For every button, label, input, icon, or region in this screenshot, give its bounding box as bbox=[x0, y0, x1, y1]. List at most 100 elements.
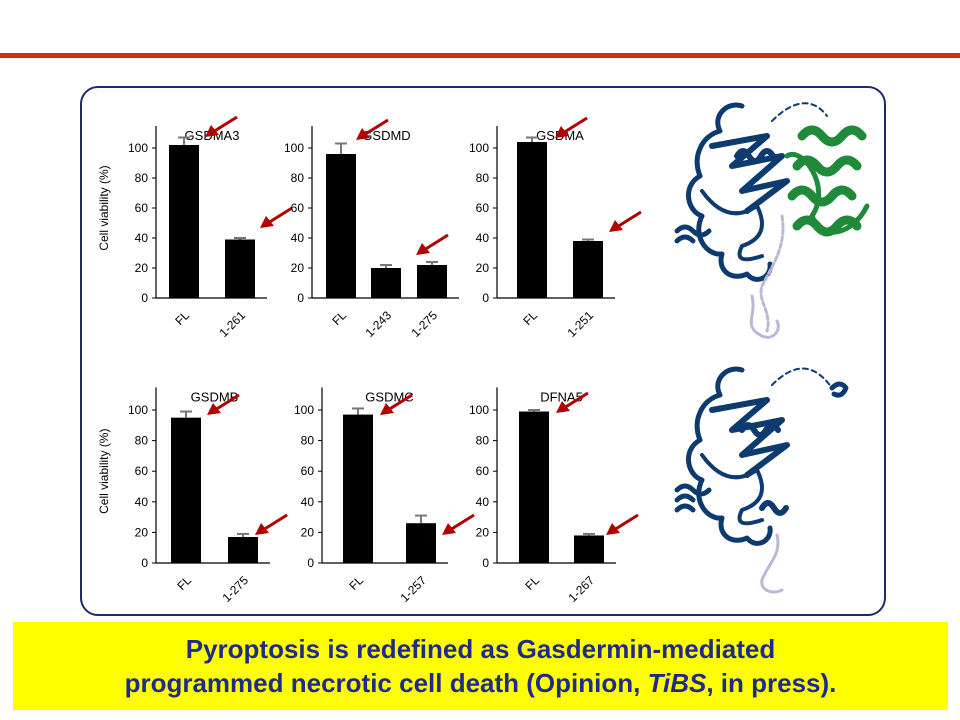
arrow-head bbox=[442, 523, 456, 535]
bar bbox=[228, 536, 258, 563]
arrow-shaft bbox=[616, 210, 642, 229]
y-tick-label: 80 bbox=[291, 171, 305, 185]
bar bbox=[343, 414, 373, 563]
bar bbox=[519, 411, 549, 563]
y-tick-label: 60 bbox=[476, 201, 490, 215]
x-tick-label: 1-257 bbox=[398, 573, 430, 605]
y-tick-label: 0 bbox=[141, 291, 148, 305]
y-tick-label: 100 bbox=[128, 403, 148, 417]
y-tick-label: 40 bbox=[476, 495, 490, 509]
arrow-head bbox=[380, 403, 394, 415]
arrow-head bbox=[416, 243, 430, 255]
y-tick-label: 0 bbox=[482, 556, 489, 570]
bar bbox=[406, 523, 436, 563]
y-tick-label: 100 bbox=[469, 141, 489, 155]
arrow-head bbox=[205, 125, 219, 137]
y-tick-label: 0 bbox=[482, 291, 489, 305]
arrow-head bbox=[606, 523, 620, 535]
y-tick-label: 0 bbox=[297, 291, 304, 305]
y-tick-label: 20 bbox=[291, 261, 305, 275]
chart-title: DFNA5 bbox=[540, 389, 583, 404]
y-tick-label: 80 bbox=[301, 434, 315, 448]
arrow-shaft bbox=[449, 513, 475, 532]
arrow-shaft bbox=[563, 391, 589, 410]
summary-banner: Pyroptosis is redefined as Gasdermin-med… bbox=[13, 622, 948, 710]
y-tick-label: 0 bbox=[141, 556, 148, 570]
x-tick-label: 1-251 bbox=[565, 308, 597, 340]
bar bbox=[171, 417, 201, 563]
arrow-shaft bbox=[423, 233, 449, 252]
arrow-head bbox=[555, 126, 569, 138]
x-tick-label: FL bbox=[174, 573, 194, 593]
bar bbox=[169, 145, 199, 298]
y-tick-label: 0 bbox=[307, 556, 314, 570]
y-tick-label: 100 bbox=[469, 403, 489, 417]
y-tick-label: 20 bbox=[135, 261, 149, 275]
y-tick-label: 100 bbox=[128, 141, 148, 155]
arrow-shaft bbox=[267, 206, 293, 225]
bar bbox=[417, 265, 447, 298]
top-divider bbox=[0, 53, 960, 58]
arrow-shaft bbox=[613, 513, 639, 532]
gasdermin-full-length-structure-image bbox=[674, 102, 870, 339]
banner-line-2-end: , in press). bbox=[706, 668, 837, 698]
y-tick-label: 20 bbox=[135, 525, 149, 539]
x-tick-label: 1-243 bbox=[363, 308, 395, 340]
arrow-shaft bbox=[262, 513, 288, 532]
x-tick-label: FL bbox=[329, 308, 349, 328]
y-tick-label: 40 bbox=[135, 231, 149, 245]
structure-green-domain bbox=[787, 125, 867, 237]
banner-journal-name: TiBS bbox=[647, 668, 707, 698]
banner-line-2: programmed necrotic cell death (Opinion,… bbox=[125, 666, 837, 700]
y-tick-label: 80 bbox=[135, 171, 149, 185]
y-tick-label: 20 bbox=[476, 525, 490, 539]
y-tick-label: 60 bbox=[291, 201, 305, 215]
arrow-head bbox=[356, 128, 370, 140]
chart-title: GSDMD bbox=[362, 128, 410, 143]
y-tick-label: 60 bbox=[301, 464, 315, 478]
y-tick-label: 40 bbox=[291, 231, 305, 245]
chart-title: GSDMB bbox=[191, 389, 239, 404]
structure-blue-domain bbox=[686, 102, 773, 282]
y-tick-label: 40 bbox=[135, 495, 149, 509]
y-tick-label: 40 bbox=[301, 495, 315, 509]
gasdermin-n-terminal-structure-image bbox=[674, 366, 849, 594]
y-axis-label: Cell viability (%) bbox=[97, 165, 111, 250]
y-tick-label: 100 bbox=[294, 403, 314, 417]
arrow-head bbox=[255, 523, 269, 535]
bar bbox=[225, 239, 255, 298]
y-tick-label: 60 bbox=[476, 464, 490, 478]
y-tick-label: 60 bbox=[135, 201, 149, 215]
y-axis-label: Cell viability (%) bbox=[97, 429, 111, 514]
bar bbox=[326, 154, 356, 298]
y-tick-label: 60 bbox=[135, 464, 149, 478]
arrow-shaft bbox=[363, 118, 389, 137]
arrow-head bbox=[260, 216, 274, 228]
y-tick-label: 40 bbox=[476, 231, 490, 245]
x-tick-label: 1-261 bbox=[217, 308, 249, 340]
y-tick-label: 80 bbox=[476, 171, 490, 185]
y-tick-label: 20 bbox=[301, 525, 315, 539]
bar bbox=[517, 142, 547, 298]
figure-panel bbox=[80, 86, 886, 616]
x-tick-label: FL bbox=[520, 308, 540, 328]
bar bbox=[574, 535, 604, 563]
x-tick-label: FL bbox=[346, 573, 366, 593]
arrow-shaft bbox=[212, 115, 238, 134]
arrow-shaft bbox=[387, 393, 413, 412]
x-tick-label: FL bbox=[522, 573, 542, 593]
y-tick-label: 80 bbox=[135, 434, 149, 448]
y-tick-label: 20 bbox=[476, 261, 490, 275]
x-tick-label: 1-275 bbox=[220, 573, 252, 605]
y-tick-label: 100 bbox=[284, 141, 304, 155]
x-tick-label: 1-275 bbox=[409, 308, 441, 340]
bar bbox=[371, 268, 401, 298]
arrow-head bbox=[556, 401, 570, 413]
x-tick-label: 1-267 bbox=[566, 573, 598, 605]
banner-line-2-text: programmed necrotic cell death (Opinion, bbox=[124, 668, 648, 698]
y-tick-label: 80 bbox=[476, 434, 490, 448]
arrow-shaft bbox=[214, 393, 240, 412]
arrow-shaft bbox=[562, 116, 588, 135]
arrow-head bbox=[207, 403, 221, 415]
